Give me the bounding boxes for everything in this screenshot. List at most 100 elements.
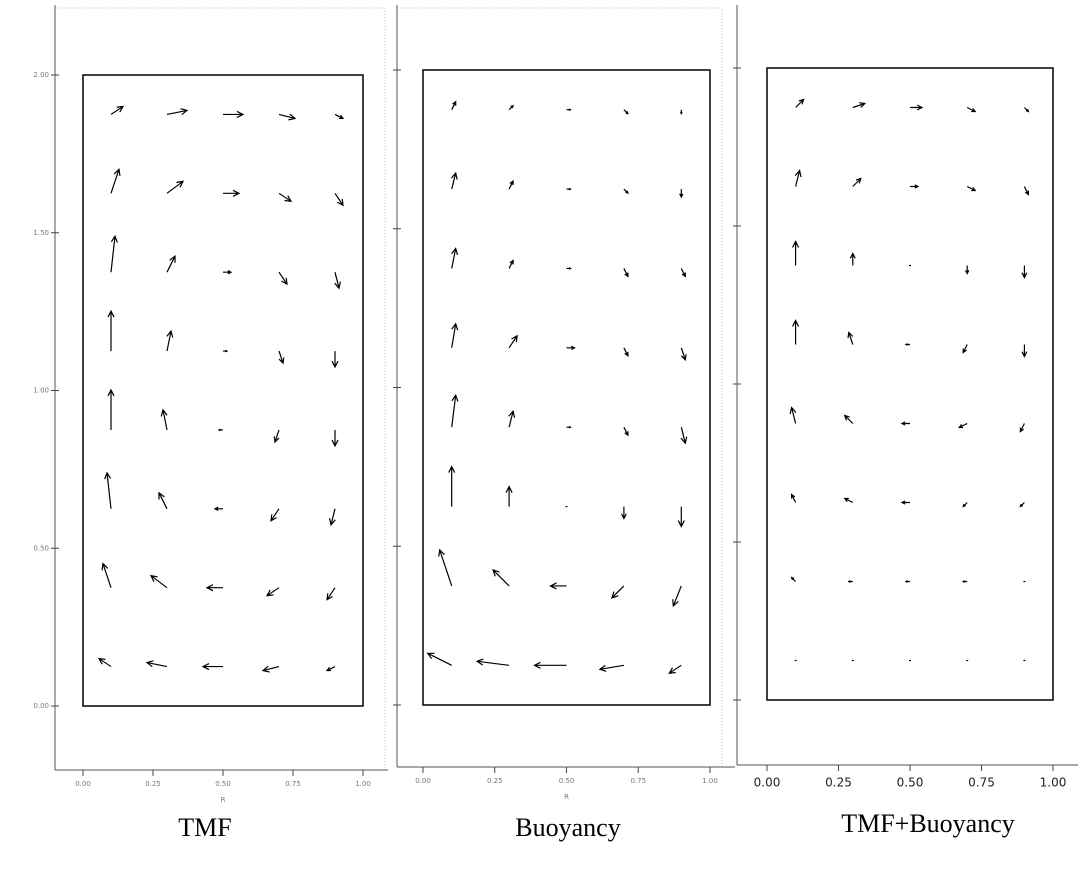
vector-arrow [160, 408, 168, 431]
vector-arrow [223, 349, 229, 353]
vector-arrow [278, 271, 288, 286]
vector-arrow [101, 562, 112, 588]
vector-arrow [679, 109, 683, 116]
x-tick-label: 0.00 [75, 780, 91, 788]
x-tick-label: 1.00 [355, 780, 371, 788]
vector-arrow [598, 664, 624, 672]
vector-arrow [849, 252, 856, 266]
vector-arrow [794, 169, 802, 187]
y-tick-label: 0.00 [33, 702, 49, 710]
x-tick-label: 0.50 [215, 780, 231, 788]
vector-arrow [843, 414, 854, 424]
vector-arrow [795, 98, 805, 108]
vector-arrow [566, 267, 572, 270]
vector-arrow [792, 319, 800, 345]
vector-arrow [110, 105, 125, 115]
vector-arrow [97, 657, 112, 668]
vector-arrow [958, 422, 968, 429]
vector-arrow [843, 497, 854, 504]
vector-arrow [213, 506, 223, 511]
x-tick-label: 1.00 [1040, 776, 1067, 790]
vector-arrow [900, 500, 910, 505]
vector-arrow [110, 168, 121, 194]
vector-arrow [852, 102, 867, 109]
vector-arrow [677, 506, 685, 528]
y-tick-label: 0.50 [33, 544, 49, 552]
panel-title: TMF+Buoyancy [841, 809, 1015, 838]
vector-arrow [623, 426, 629, 437]
plot-box [422, 69, 711, 706]
vector-arrow [426, 652, 452, 666]
vector-arrow [792, 240, 800, 266]
x-tick-label: 0.25 [487, 777, 503, 785]
vector-arrow [623, 188, 629, 195]
vector-arrow [223, 270, 233, 275]
x-tick-label: 0.75 [968, 776, 995, 790]
vector-arrow [904, 343, 910, 346]
x-axis-label: R [564, 793, 569, 801]
x-tick-label: 0.75 [630, 777, 646, 785]
vector-arrow [1023, 107, 1030, 113]
y-tick-label: 2.00 [33, 71, 49, 79]
vector-arrow [1021, 344, 1028, 358]
vector-arrow [265, 587, 280, 597]
vector-arrow [278, 192, 293, 203]
vector-arrow [668, 664, 682, 675]
vector-arrow [672, 585, 682, 608]
y-tick-label: 1.50 [33, 229, 49, 237]
vector-arrow [278, 350, 285, 365]
vector-arrow [1019, 423, 1025, 433]
vector-arrow [492, 568, 510, 587]
vector-arrow [680, 427, 688, 445]
vector-arrow [508, 104, 515, 111]
vector-arrow [679, 189, 684, 199]
panel-title: TMF [178, 813, 231, 842]
vector-arrow [508, 179, 514, 190]
vector-arrow [158, 491, 168, 510]
vector-arrow [904, 580, 910, 583]
x-tick-label: 0.00 [415, 777, 431, 785]
vector-arrow [623, 109, 629, 115]
vector-arrow [201, 663, 223, 671]
vector-arrow [217, 428, 223, 432]
panel-title: Buoyancy [515, 813, 620, 842]
vector-arrow [331, 429, 339, 448]
vector-arrow [847, 331, 854, 345]
vector-arrow [910, 104, 924, 111]
vector-arrow [325, 666, 336, 672]
vector-arrow [261, 665, 280, 673]
vector-arrow [328, 508, 336, 527]
vector-arrow [680, 347, 687, 362]
vector-arrow [961, 580, 968, 583]
vector-arrow [223, 110, 245, 118]
vector-arrow [847, 580, 853, 583]
vector-arrow [900, 421, 910, 426]
vector-arrow [451, 393, 459, 428]
vector-arrow [104, 471, 112, 509]
y-tick-label: 1.00 [33, 387, 49, 395]
vector-arrow [438, 548, 453, 587]
vector-arrow [508, 409, 516, 428]
x-tick-label: 0.75 [285, 780, 301, 788]
vector-arrow [566, 108, 572, 112]
vector-arrow [610, 585, 625, 599]
vector-arrow [791, 493, 797, 503]
vector-arrow [451, 247, 459, 269]
plot-box [766, 67, 1054, 701]
vector-arrow [852, 177, 862, 187]
vector-arrow [110, 234, 118, 273]
vector-arrow [205, 584, 223, 592]
vector-arrow [166, 108, 189, 116]
vector-arrow [966, 106, 977, 113]
vector-arrow [451, 322, 459, 348]
vector-arrow [107, 388, 115, 430]
vector-arrow [566, 187, 572, 191]
vector-arrow [451, 100, 457, 110]
vector-arrow [789, 406, 797, 424]
vector-arrow [620, 506, 627, 520]
vector-arrow [1023, 186, 1029, 196]
vector-arrow [505, 485, 513, 507]
vector-arrow [450, 171, 458, 190]
vector-arrow [962, 502, 968, 508]
